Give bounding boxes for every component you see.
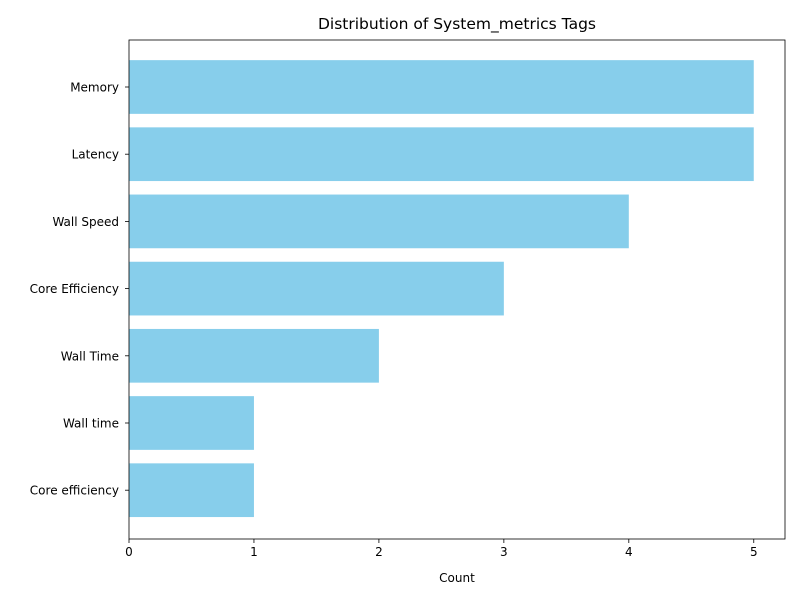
y-tick-label-wall-time-5: Wall time: [63, 417, 119, 431]
x-tick-label-3: 3: [500, 545, 508, 559]
bar-wall-speed-2: [129, 194, 629, 249]
x-axis-label: Count: [439, 571, 475, 585]
plot-area: Memory Latency Wall Speed Core Efficiency Wa…: [30, 39, 786, 559]
bar-memory-0: [129, 60, 754, 114]
bar-wall-time-5: [129, 396, 254, 450]
bar-core-efficiency-3: [129, 261, 504, 316]
bar-core-efficiency-6: [129, 463, 254, 518]
plot-frame: [128, 39, 786, 540]
y-tick-label-wall-speed-2: Wall Speed: [52, 215, 119, 229]
bar-latency-1: [129, 127, 754, 182]
y-tick-label-core-efficiency-3: Core Efficiency: [30, 282, 119, 296]
x-tick-label-2: 2: [375, 545, 383, 559]
x-tick-label-1: 1: [250, 545, 258, 559]
chart-title: Distribution of System_metrics Tags: [318, 15, 596, 34]
x-tick-label-0: 0: [125, 545, 133, 559]
bar-wall-time-4: [129, 328, 379, 383]
x-tick-label-4: 4: [625, 545, 633, 559]
y-tick-label-core-efficiency-6: Core efficiency: [30, 484, 119, 498]
x-tick-label-5: 5: [750, 545, 758, 559]
y-tick-label-latency-1: Latency: [72, 148, 119, 162]
y-tick-label-wall-time-4: Wall Time: [61, 349, 119, 363]
y-tick-label-memory-0: Memory: [70, 81, 119, 95]
